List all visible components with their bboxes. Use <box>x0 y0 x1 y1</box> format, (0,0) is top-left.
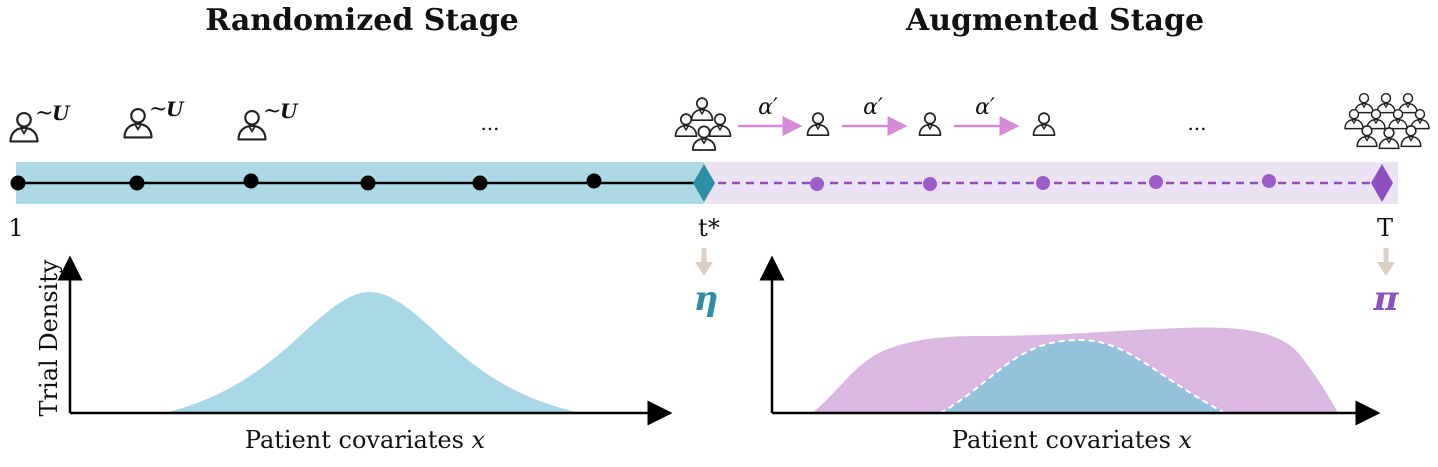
augmented-points <box>810 174 1276 191</box>
randomized-points <box>10 173 602 191</box>
pi-symbol: π <box>1373 279 1400 319</box>
uniform-label: U <box>280 99 299 123</box>
crowd-icon <box>1344 92 1430 150</box>
randomized-patient-2: ~ U <box>123 97 185 139</box>
alpha-label: α′ <box>863 95 883 120</box>
timeline-point <box>586 173 602 189</box>
y-axis-label: Trial Density <box>35 259 63 416</box>
person-icon <box>918 112 942 137</box>
ellipsis-left: ... <box>480 111 499 135</box>
timeline-point <box>10 175 26 191</box>
end-label: T <box>1377 214 1393 242</box>
randomized-patient-3: ~ U <box>237 99 299 141</box>
timeline-point <box>1262 174 1276 188</box>
switch-label: t* <box>698 214 720 242</box>
tilde: ~ <box>263 99 281 124</box>
switch-diamond <box>693 164 715 202</box>
overlay-outline <box>939 338 1226 414</box>
timeline-point <box>472 175 488 191</box>
tilde: ~ <box>35 101 53 126</box>
person-icon <box>1032 112 1056 137</box>
timeline-point <box>243 173 259 189</box>
uniform-label: U <box>52 101 71 125</box>
timeline-point <box>129 175 145 191</box>
end-diamond <box>1371 164 1393 202</box>
alpha-arrow-2: α′ <box>842 95 908 136</box>
alpha-arrow-1: α′ <box>738 95 803 136</box>
timeline-point <box>1036 176 1050 190</box>
timeline-point <box>1149 175 1163 189</box>
timeline-point <box>923 177 937 191</box>
right-density-plot: Patient covariates x <box>759 255 1381 454</box>
start-label: 1 <box>8 214 23 242</box>
uniform-label: U <box>166 97 185 121</box>
group-icon <box>674 97 732 151</box>
alpha-label: α′ <box>758 95 778 120</box>
x-axis-label: Patient covariates x <box>245 426 486 454</box>
eta-symbol: η <box>694 279 719 319</box>
randomized-patient-1: ~ U <box>9 101 71 143</box>
pi-arrow <box>1377 248 1395 276</box>
alpha-label: α′ <box>975 95 995 120</box>
eta-arrow <box>695 248 713 276</box>
person-icon <box>9 111 39 143</box>
person-icon <box>123 107 153 139</box>
augmented-stage-title: Augmented Stage <box>905 3 1204 38</box>
randomized-density-curve <box>165 292 580 413</box>
person-icon <box>237 109 267 141</box>
timeline-point <box>360 175 376 191</box>
randomized-stage-title: Randomized Stage <box>205 3 519 38</box>
alpha-arrow-3: α′ <box>954 95 1020 136</box>
person-icon <box>806 112 830 137</box>
tilde: ~ <box>149 97 167 122</box>
randomized-density-overlay <box>940 340 1225 413</box>
ellipsis-right: ... <box>1187 111 1206 135</box>
left-density-plot: Trial Density Patient covariates x <box>35 255 673 454</box>
x-axis-label: Patient covariates x <box>952 426 1193 454</box>
timeline-point <box>810 177 824 191</box>
